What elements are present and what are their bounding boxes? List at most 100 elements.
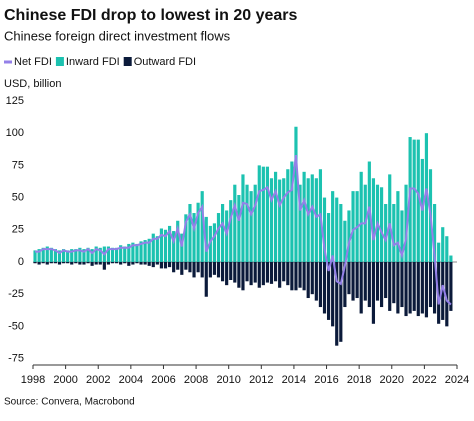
x-tick-label: 2022 bbox=[412, 374, 436, 386]
bar bbox=[339, 261, 343, 342]
bar bbox=[131, 242, 135, 262]
bar bbox=[261, 166, 265, 262]
bar bbox=[143, 240, 147, 262]
bar bbox=[367, 261, 371, 308]
bar bbox=[102, 261, 106, 270]
bar bbox=[119, 245, 123, 262]
x-tick-label: 2004 bbox=[119, 374, 143, 386]
bar bbox=[404, 184, 408, 262]
x-tick-label: 2016 bbox=[314, 374, 338, 386]
bar bbox=[286, 169, 290, 262]
bar bbox=[331, 261, 335, 327]
bar bbox=[208, 261, 212, 278]
x-tick-label: 2020 bbox=[380, 374, 404, 386]
bar bbox=[176, 220, 180, 262]
y-tick-label: 75 bbox=[12, 159, 24, 171]
bar bbox=[400, 261, 404, 308]
bar bbox=[110, 247, 115, 262]
bar bbox=[220, 261, 225, 282]
bar bbox=[335, 197, 339, 262]
bar bbox=[314, 178, 318, 262]
bar bbox=[441, 261, 445, 320]
chart-subtitle: Chinese foreign direct investment flows bbox=[4, 28, 231, 43]
bar bbox=[212, 261, 217, 275]
bar bbox=[359, 171, 363, 262]
bar bbox=[379, 261, 384, 308]
bar bbox=[265, 261, 270, 283]
bar bbox=[167, 261, 172, 268]
bar bbox=[335, 261, 339, 346]
y-tick-label: -25 bbox=[8, 288, 24, 300]
bar bbox=[351, 191, 355, 262]
bar bbox=[306, 261, 310, 299]
bar bbox=[151, 233, 155, 262]
bar bbox=[135, 261, 139, 264]
bar bbox=[384, 261, 388, 299]
bar bbox=[37, 261, 41, 265]
bar bbox=[233, 184, 237, 262]
bar bbox=[371, 261, 376, 324]
bar bbox=[49, 247, 53, 262]
bar bbox=[200, 191, 204, 262]
bar bbox=[359, 261, 363, 314]
bar bbox=[70, 249, 74, 262]
bar bbox=[98, 261, 102, 265]
bar bbox=[286, 261, 290, 286]
bar bbox=[245, 261, 249, 282]
bar bbox=[412, 139, 416, 262]
bar bbox=[371, 178, 376, 262]
x-tick-label: 2014 bbox=[282, 374, 306, 386]
bar bbox=[314, 261, 318, 301]
bar bbox=[188, 261, 192, 273]
bar bbox=[388, 174, 392, 262]
bar bbox=[384, 204, 388, 262]
bar bbox=[363, 261, 367, 301]
bar bbox=[78, 261, 82, 265]
bar bbox=[245, 184, 249, 262]
bar bbox=[176, 261, 180, 270]
bar bbox=[322, 261, 327, 314]
bar bbox=[216, 261, 221, 278]
bar bbox=[37, 249, 41, 262]
bar bbox=[278, 261, 282, 288]
bar bbox=[269, 261, 274, 284]
bar bbox=[212, 223, 217, 262]
bar bbox=[196, 261, 200, 273]
y-tick-label: 25 bbox=[12, 224, 24, 236]
y-tick-label: 100 bbox=[6, 127, 24, 139]
bar bbox=[379, 187, 384, 262]
bar bbox=[273, 171, 278, 262]
bar bbox=[172, 261, 176, 273]
legend-label: Inward FDI bbox=[66, 56, 120, 68]
legend-label: Outward FDI bbox=[134, 56, 196, 68]
bar bbox=[159, 261, 164, 269]
bar bbox=[233, 261, 237, 283]
bar bbox=[392, 261, 396, 304]
bar bbox=[192, 261, 196, 278]
bar bbox=[131, 261, 135, 265]
y-tick-label: 0 bbox=[18, 256, 24, 268]
bar bbox=[449, 261, 453, 311]
bar bbox=[318, 261, 323, 308]
bar bbox=[355, 261, 359, 299]
bar bbox=[66, 261, 70, 264]
bar bbox=[184, 261, 188, 270]
bar bbox=[98, 247, 102, 262]
x-tick-label: 2002 bbox=[86, 374, 110, 386]
legend-swatch bbox=[123, 57, 132, 66]
bar bbox=[241, 261, 245, 291]
bar bbox=[331, 191, 335, 262]
bar bbox=[298, 261, 302, 288]
bar bbox=[388, 261, 392, 311]
bar bbox=[139, 261, 143, 265]
legend-label: Net FDI bbox=[14, 56, 52, 68]
bar bbox=[57, 261, 62, 265]
bar bbox=[375, 261, 380, 301]
bar bbox=[428, 261, 433, 308]
bar bbox=[326, 261, 331, 320]
bar bbox=[347, 210, 351, 262]
y-tick-label: -50 bbox=[8, 320, 24, 332]
bar bbox=[127, 261, 131, 266]
bar bbox=[216, 213, 221, 262]
bar bbox=[306, 178, 310, 262]
